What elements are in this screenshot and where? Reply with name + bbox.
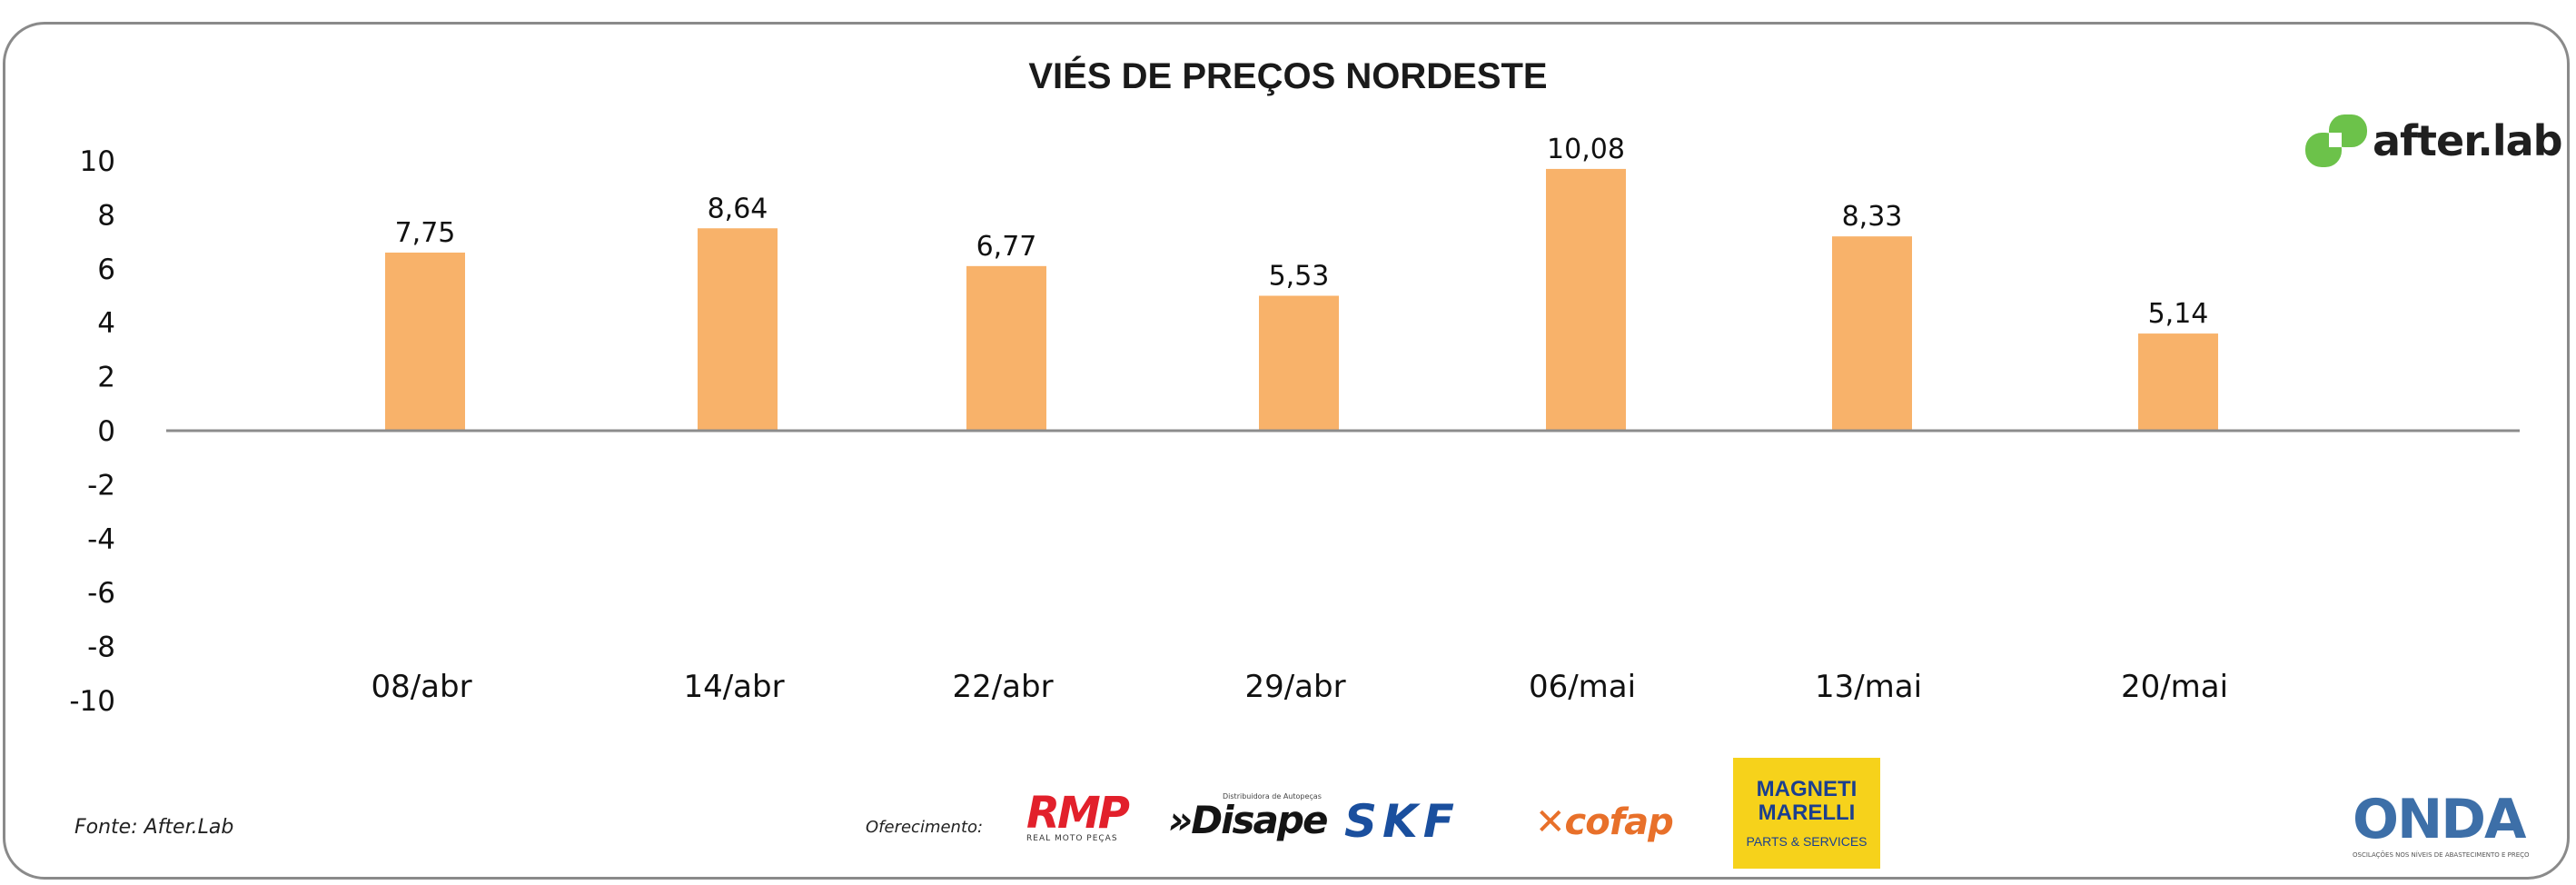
data-label: 8,64 [708,193,768,224]
data-label: 5,53 [1269,261,1330,293]
y-tick-label: 6 [97,254,115,286]
chart-title: VIÉS DE PREÇOS NORDESTE [1028,56,1548,96]
x-tick-label: 20/mai [2121,669,2228,705]
y-tick-label: 0 [97,415,115,448]
data-label: 5,14 [2148,298,2209,330]
disape-logo: Distribuidora de Autopeças »Disape [1168,792,1328,849]
magneti-marelli-name: MAGNETI MARELLI [1756,777,1858,825]
y-tick-label: -4 [87,523,115,556]
data-label: 8,33 [1842,201,1903,233]
sponsors-label: Oferecimento: [866,818,984,837]
bar [1832,236,1912,431]
onda-tagline: OSCILAÇÕES NOS NÍVEIS DE ABASTECIMENTO E… [2353,851,2530,859]
disape-tagline: Distribuidora de Autopeças [1223,792,1322,800]
rmp-name: RMP [1026,788,1130,839]
bar [2138,333,2218,431]
magneti-marelli-tagline: PARTS & SERVICES [1746,834,1868,849]
cofap-x-icon: ✕ [1535,801,1566,843]
y-tick-label: 10 [80,145,115,178]
x-tick-label: 08/abr [371,669,471,705]
x-tick-label: 14/abr [683,669,784,705]
rmp-logo: RMP REAL MOTO PEÇAS [1026,788,1146,849]
cofap-logo: ✕cofap [1535,800,1674,845]
chart-frame [3,22,2570,880]
y-tick-label: -10 [69,685,115,718]
magneti-marelli-logo: MAGNETI MARELLI PARTS & SERVICES [1733,758,1880,869]
data-label: 10,08 [1547,134,1625,165]
afterlab-brand: after.lab [2305,113,2563,169]
data-label: 7,75 [395,217,456,249]
rmp-tagline: REAL MOTO PEÇAS [1026,834,1118,843]
afterlab-logo-icon [2305,114,2367,167]
x-tick-label: 29/abr [1244,669,1345,705]
bar [385,252,465,431]
x-tick-label: 22/abr [952,669,1053,705]
cofap-name: cofap [1564,801,1674,843]
bar [966,265,1046,431]
y-tick-label: 4 [97,307,115,340]
source-note: Fonte: After.Lab [74,816,234,839]
data-label: 6,77 [976,231,1037,263]
y-tick-label: 8 [97,199,115,232]
x-tick-label: 13/mai [1815,669,1922,705]
bar [698,228,778,431]
x-tick-label: 06/mai [1529,669,1636,705]
y-tick-label: -2 [87,469,115,502]
y-tick-label: 2 [97,362,115,394]
bar [1546,168,1626,431]
y-tick-label: -6 [87,577,115,610]
skf-logo: SKF [1344,795,1460,848]
y-tick-label: -8 [87,631,115,664]
disape-name: »Disape [1168,798,1328,842]
brand-name: after.lab [2373,116,2563,165]
bar [1259,295,1339,431]
onda-logo: ONDA [2353,788,2526,851]
